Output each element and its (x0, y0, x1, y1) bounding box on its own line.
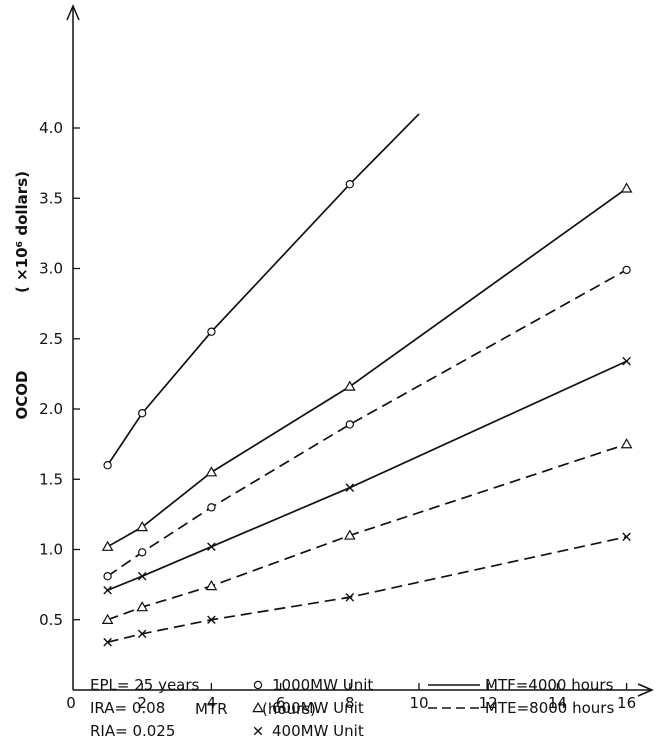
x-tick-label: 2 (137, 694, 147, 712)
x-tick-label: 0 (66, 694, 76, 712)
legend-line-item: MTF=4000 hours (428, 676, 614, 694)
series-600MW-mtf8000 (101, 438, 633, 624)
legend-x-marker (253, 726, 263, 736)
series-1000MW-mtf4000 (103, 113, 420, 470)
data-point-circle (103, 461, 112, 470)
legend-line-item: MTE=8000 hours (428, 699, 614, 717)
legend-circle-marker (253, 680, 263, 690)
x-tick-label: 6 (276, 694, 286, 712)
data-point-x (103, 637, 112, 647)
series-1000MW-mtf8000 (103, 265, 631, 581)
data-point-triangle (136, 521, 149, 532)
data-point-circle (622, 265, 631, 275)
series-400MW-mtf4000 (103, 356, 631, 595)
data-point-circle (137, 548, 147, 557)
data-point-triangle (136, 601, 149, 612)
x-tick-label: 16 (617, 694, 636, 712)
data-point-x (622, 532, 631, 542)
series-400MW-mtf8000 (103, 532, 631, 647)
data-point-circle (207, 327, 216, 336)
parameter-epl: EPL= 25 years (90, 676, 200, 694)
legend-marker-item: 400MW Unit (253, 722, 364, 740)
legend-line-label: MTE=8000 hours (485, 699, 614, 717)
data-point-triangle (205, 466, 218, 477)
x-tick-label: 4 (207, 694, 217, 712)
data-point-triangle (205, 580, 218, 591)
legend-line-label: MTF=4000 hours (485, 676, 614, 694)
legend-marker-label: 600MW Unit (272, 699, 364, 717)
series-line (107, 360, 627, 592)
data-point-triangle (620, 182, 633, 193)
parameter-ria: RIA= 0.025 (90, 722, 175, 740)
data-point-circle (345, 179, 354, 189)
parameters-block: EPL= 25 years IRA= 0.08 RIA= 0.025 (90, 676, 200, 740)
legend-triangle-marker (252, 701, 264, 713)
y-ticks: 0.5 1.0 1.5 2.0 2.5 3.0 3.5 4.0 (39, 119, 80, 629)
data-point-x (207, 542, 216, 551)
data-point-x (103, 585, 112, 595)
x-tick-label: 14 (548, 694, 567, 712)
y-tick-label: 3.5 (39, 189, 63, 207)
data-point-x (622, 356, 631, 366)
y-axis-label: OCOD (13, 371, 31, 420)
data-point-triangle (343, 380, 356, 391)
data-point-triangle (343, 529, 356, 540)
data-point-circle (103, 571, 112, 581)
data-point-circle (207, 503, 216, 512)
series-600MW-mtf4000 (101, 182, 633, 551)
data-point-triangle (620, 438, 633, 449)
x-tick-label: 12 (479, 694, 498, 712)
data-point-x (137, 629, 147, 639)
x-tick-label: 10 (409, 694, 428, 712)
y-tick-label: 0.5 (39, 611, 63, 629)
data-point-x (207, 615, 216, 625)
data-point-triangle (101, 540, 114, 551)
series-layer (101, 113, 633, 647)
y-tick-label: 1.0 (39, 541, 63, 559)
x-axis-unit: (hours) (262, 700, 316, 718)
x-axis-label: MTR (195, 700, 228, 718)
data-point-x (137, 571, 147, 581)
data-point-circle (137, 409, 147, 418)
legend: 1000MW Unit 600MW Unit 400MW Unit MTF=4000 … (252, 676, 614, 740)
y-axis-arrow (66, 4, 80, 21)
data-point-x (345, 483, 355, 492)
legend-marker-item: 1000MW Unit (253, 676, 373, 694)
y-tick-label: 2.0 (39, 400, 63, 418)
y-tick-label: 2.5 (39, 330, 63, 348)
x-ticks: 0 2 4 6 8 10 12 14 16 (66, 683, 636, 712)
legend-marker-label: 400MW Unit (272, 722, 364, 740)
parameter-ira: IRA= 0.08 (90, 699, 165, 717)
x-axis-arrow (637, 683, 654, 697)
y-axis-unit: ( ×10⁶ dollars) (13, 171, 31, 293)
y-tick-label: 4.0 (39, 119, 63, 137)
legend-marker-label: 1000MW Unit (272, 676, 373, 694)
series-line (107, 536, 627, 644)
legend-marker-item: 600MW Unit (252, 699, 364, 717)
series-line (107, 187, 628, 548)
data-point-x (345, 592, 355, 602)
data-point-triangle (101, 613, 114, 624)
x-tick-label: 8 (345, 694, 355, 712)
y-tick-label: 1.5 (39, 470, 63, 488)
data-point-circle (345, 420, 354, 429)
y-tick-label: 3.0 (39, 260, 63, 278)
